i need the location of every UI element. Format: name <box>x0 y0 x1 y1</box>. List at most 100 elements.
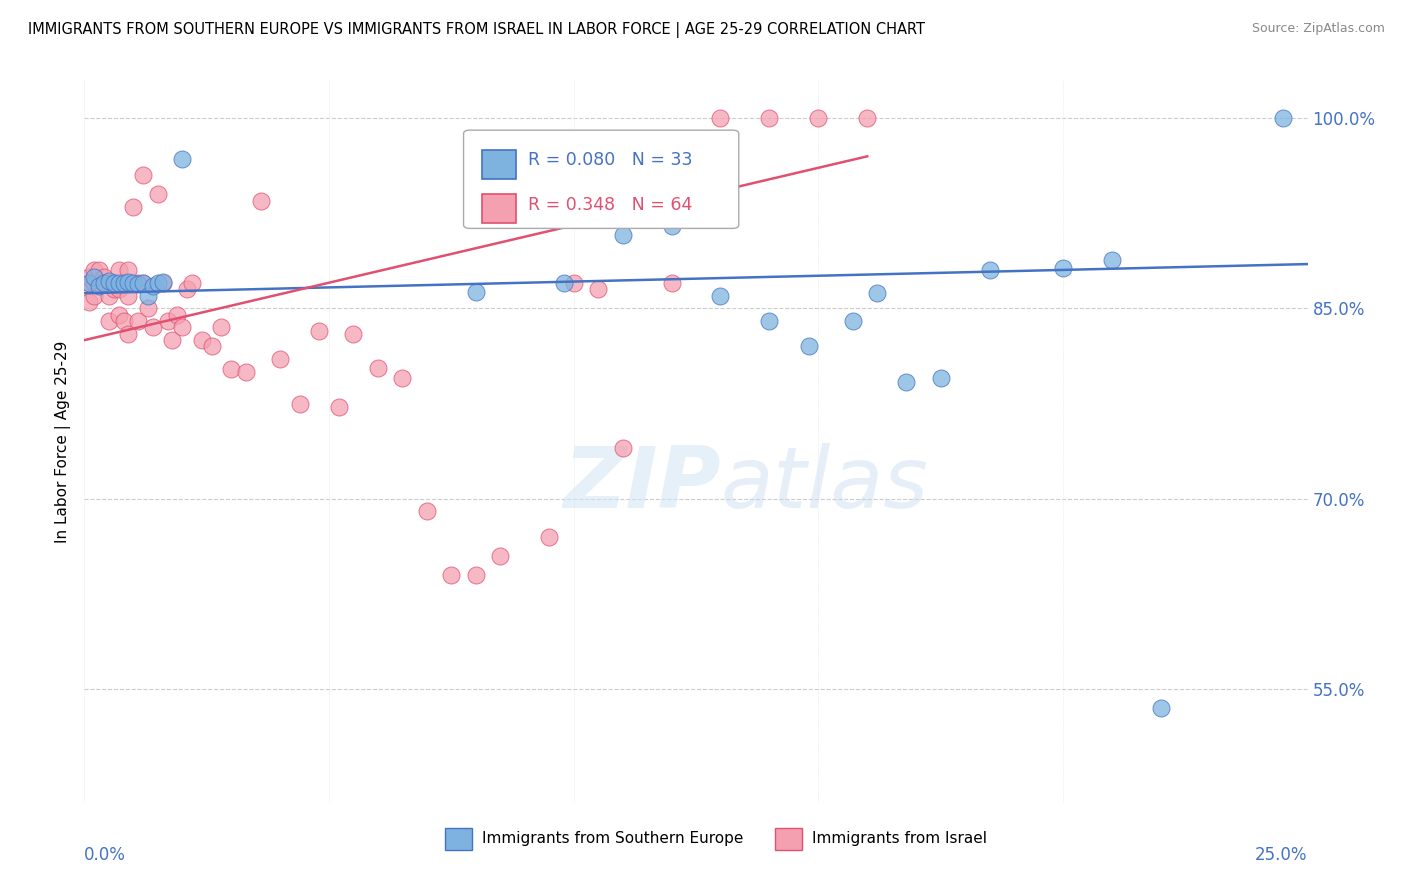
Point <box>152 276 174 290</box>
Point <box>97 274 120 288</box>
Point <box>249 194 271 208</box>
Point <box>219 362 242 376</box>
Point <box>661 276 683 290</box>
Point <box>107 308 129 322</box>
Point <box>709 112 731 126</box>
Point <box>112 276 135 290</box>
Point <box>97 314 120 328</box>
Text: ZIP: ZIP <box>562 443 720 526</box>
Text: atlas: atlas <box>720 443 928 526</box>
Point <box>103 276 125 290</box>
Point <box>127 314 149 328</box>
Text: 0.0%: 0.0% <box>84 847 127 864</box>
Point <box>612 227 634 242</box>
Point <box>661 219 683 233</box>
Point <box>93 276 115 290</box>
Point <box>191 333 214 347</box>
Point <box>77 295 100 310</box>
Point <box>367 361 389 376</box>
Point <box>136 301 159 316</box>
Point <box>107 282 129 296</box>
Point <box>172 320 194 334</box>
Point <box>235 365 257 379</box>
Point <box>979 263 1001 277</box>
Point <box>896 375 918 389</box>
Point <box>166 308 188 322</box>
Point <box>288 396 311 410</box>
Point <box>87 278 110 293</box>
Point <box>709 289 731 303</box>
Point <box>1101 253 1123 268</box>
Point <box>136 289 159 303</box>
Text: R = 0.080   N = 33: R = 0.080 N = 33 <box>529 152 693 169</box>
Point <box>97 289 120 303</box>
Point <box>807 112 830 126</box>
Point <box>758 112 780 126</box>
Point <box>209 320 232 334</box>
Point <box>122 200 145 214</box>
Bar <box>446 828 472 850</box>
Point <box>146 187 169 202</box>
FancyBboxPatch shape <box>464 130 738 228</box>
Point <box>162 333 184 347</box>
Point <box>464 285 486 299</box>
Point <box>152 275 174 289</box>
Point <box>112 314 135 328</box>
Point <box>1272 112 1295 126</box>
Point <box>142 278 165 293</box>
Point <box>758 314 780 328</box>
Point <box>132 169 155 183</box>
Point <box>87 263 110 277</box>
Point <box>103 276 125 290</box>
Point <box>112 276 135 290</box>
Point <box>586 282 609 296</box>
Point <box>612 441 634 455</box>
Point <box>77 276 100 290</box>
Point <box>172 152 194 166</box>
Point <box>269 352 291 367</box>
Point <box>142 320 165 334</box>
FancyBboxPatch shape <box>482 150 516 178</box>
Point <box>1052 260 1074 275</box>
Point <box>132 276 155 290</box>
Point <box>132 276 155 290</box>
Point <box>83 289 105 303</box>
Point <box>117 326 139 341</box>
Point <box>797 339 820 353</box>
Point <box>83 263 105 277</box>
Point <box>87 276 110 290</box>
FancyBboxPatch shape <box>482 194 516 223</box>
Point <box>77 269 100 284</box>
Point <box>866 286 889 301</box>
Point <box>416 504 439 518</box>
Point <box>856 112 879 126</box>
Point <box>181 276 204 290</box>
Point <box>127 277 149 292</box>
Point <box>200 339 222 353</box>
Point <box>107 263 129 277</box>
Point <box>117 263 139 277</box>
Point <box>97 276 120 290</box>
Point <box>553 276 575 290</box>
Point <box>342 326 364 341</box>
Point <box>93 269 115 284</box>
Point <box>117 289 139 303</box>
Point <box>77 276 100 290</box>
Point <box>127 276 149 290</box>
Point <box>464 567 486 582</box>
Point <box>929 371 952 385</box>
Bar <box>776 828 803 850</box>
Point <box>156 314 179 328</box>
Point <box>440 567 463 582</box>
Point <box>489 549 512 563</box>
Point <box>117 275 139 289</box>
Point <box>328 401 350 415</box>
Point <box>391 371 413 385</box>
Text: IMMIGRANTS FROM SOUTHERN EUROPE VS IMMIGRANTS FROM ISRAEL IN LABOR FORCE | AGE 2: IMMIGRANTS FROM SOUTHERN EUROPE VS IMMIG… <box>28 22 925 38</box>
Text: Immigrants from Israel: Immigrants from Israel <box>813 831 987 847</box>
Point <box>83 276 105 290</box>
Point <box>176 282 198 296</box>
Point <box>83 269 105 284</box>
Point <box>122 276 145 290</box>
Point <box>538 530 561 544</box>
